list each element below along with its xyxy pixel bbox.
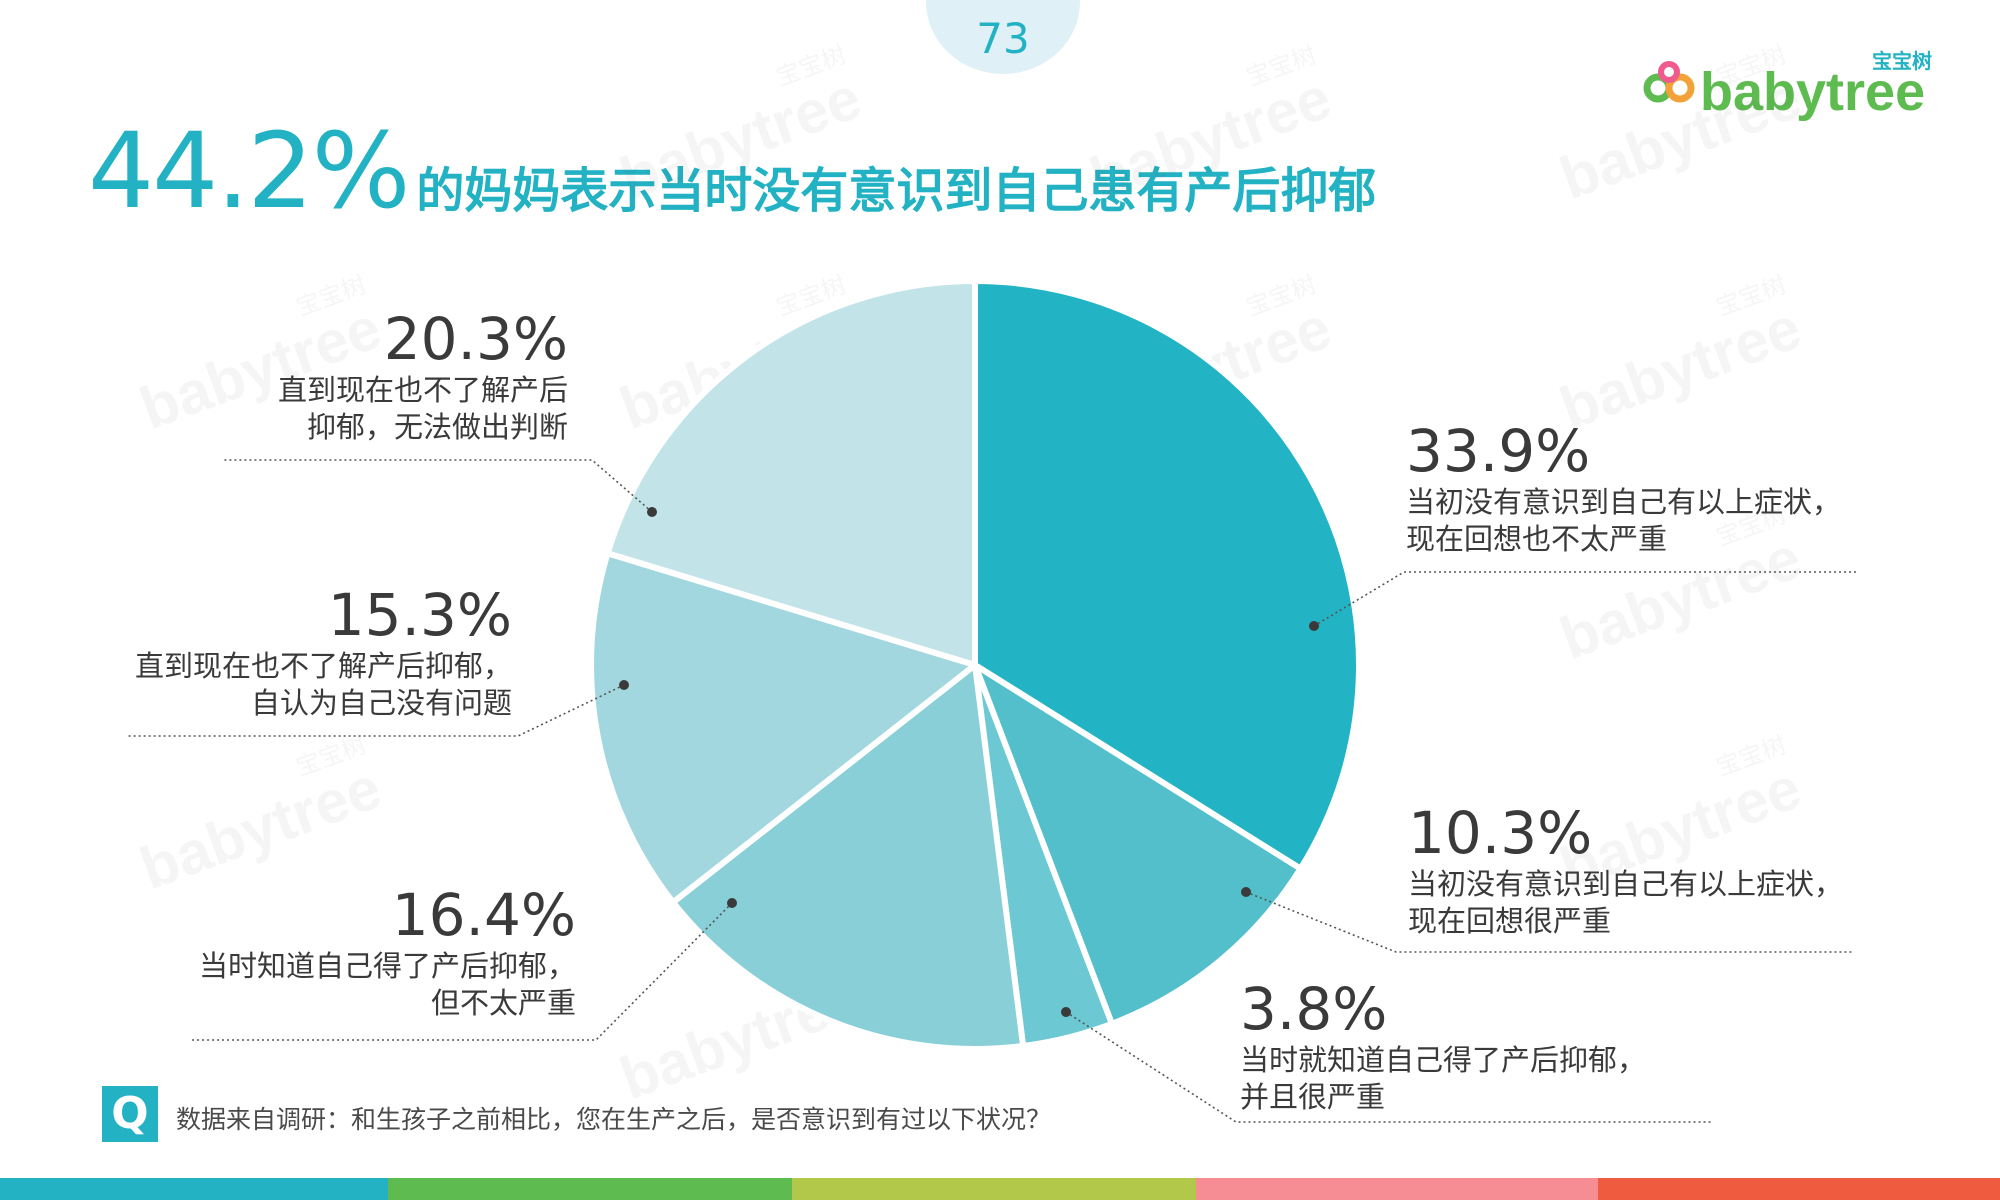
pie-slice bbox=[972, 662, 1304, 1027]
slice-desc-2-line2: 并且很严重 bbox=[1240, 1080, 1386, 1114]
slice-value-1: 10.3% bbox=[1408, 799, 1593, 867]
question-badge: Q bbox=[102, 1086, 158, 1142]
slice-desc-0-line2: 现在回想也不太严重 bbox=[1406, 522, 1668, 556]
slice-desc-4-line1: 直到现在也不了解产后抑郁， bbox=[134, 649, 512, 683]
pie-slice bbox=[670, 662, 1027, 1052]
leader-dot bbox=[1241, 887, 1251, 897]
slice-label-0: 33.9% 当初没有意识到自己有以上症状， 现在回想也不太严重 bbox=[1406, 418, 1841, 558]
leader-dot bbox=[619, 680, 629, 690]
source-note: 数据来自调研：和生孩子之前相比，您在生产之后，是否意识到有过以下状况？ bbox=[176, 1105, 1052, 1134]
slice-desc-0-line1: 当初没有意识到自己有以上症状， bbox=[1406, 485, 1842, 519]
logo-text: babytree bbox=[1700, 62, 1925, 122]
slice-label-1: 10.3% 当初没有意识到自己有以上症状， 现在回想很严重 bbox=[1408, 800, 1843, 940]
slice-value-4: 15.3% bbox=[327, 581, 512, 649]
bottom-bar-segment bbox=[792, 1178, 1196, 1200]
slice-value-5: 20.3% bbox=[383, 305, 568, 373]
slice-value-2: 3.8% bbox=[1240, 975, 1388, 1043]
leader-line bbox=[1245, 891, 1852, 953]
leader-dot bbox=[647, 507, 657, 517]
slice-label-4: 15.3% 直到现在也不了解产后抑郁， 自认为自己没有问题 bbox=[135, 582, 512, 722]
pie-slice bbox=[604, 278, 978, 668]
bottom-color-bar bbox=[0, 1178, 2000, 1200]
page-title: 44.2% 的妈妈表示当时没有意识到自己患有产后抑郁 bbox=[88, 110, 1376, 232]
page-number: 73 bbox=[976, 14, 1030, 63]
slice-desc-5-line2: 抑郁，无法做出判断 bbox=[306, 410, 568, 444]
slice-value-0: 33.9% bbox=[1406, 417, 1591, 485]
slice-desc-1-line2: 现在回想很严重 bbox=[1408, 904, 1612, 938]
slice-desc-4-line2: 自认为自己没有问题 bbox=[250, 686, 512, 720]
title-highlight: 44.2% bbox=[88, 110, 410, 232]
slice-desc-3-line1: 当时知道自己得了产后抑郁， bbox=[198, 949, 576, 983]
leader-dot bbox=[727, 898, 737, 908]
leader-line bbox=[1313, 571, 1858, 627]
slice-desc-1-line1: 当初没有意识到自己有以上症状， bbox=[1408, 867, 1844, 901]
bottom-bar-segment bbox=[0, 1178, 388, 1200]
slice-label-3: 16.4% 当时知道自己得了产后抑郁， 但不太严重 bbox=[199, 882, 576, 1022]
leader-line bbox=[222, 459, 653, 513]
babytree-logo: babytree 宝宝树 bbox=[1643, 49, 1932, 122]
slice-label-2: 3.8% 当时就知道自己得了产后抑郁， 并且很严重 bbox=[1240, 976, 1646, 1116]
leader-dot bbox=[1309, 621, 1319, 631]
bottom-bar-segment bbox=[1598, 1178, 2000, 1200]
title-rest: 的妈妈表示当时没有意识到自己患有产后抑郁 bbox=[416, 163, 1377, 219]
logo-cn-text: 宝宝树 bbox=[1872, 49, 1932, 73]
slice-value-3: 16.4% bbox=[391, 881, 576, 949]
bottom-bar-segment bbox=[1196, 1178, 1598, 1200]
bottom-bar-segment bbox=[388, 1178, 792, 1200]
slice-desc-5-line1: 直到现在也不了解产后 bbox=[277, 373, 568, 407]
pie-slice bbox=[588, 550, 978, 906]
slice-desc-3-line2: 但不太严重 bbox=[430, 986, 576, 1020]
leader-dot bbox=[1061, 1007, 1071, 1017]
slice-label-5: 20.3% 直到现在也不了解产后 抑郁，无法做出判断 bbox=[278, 306, 568, 446]
slice-desc-2-line1: 当时就知道自己得了产后抑郁， bbox=[1240, 1043, 1647, 1077]
